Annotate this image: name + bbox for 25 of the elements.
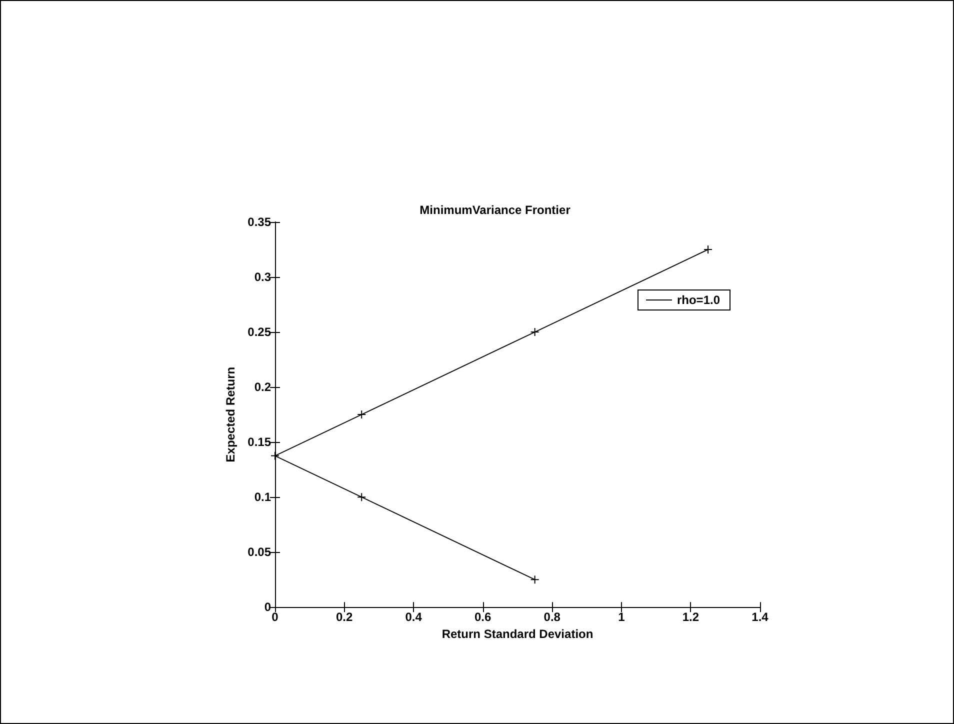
x-tick-label: 0.4 xyxy=(405,610,422,624)
y-tick-label: 0.15 xyxy=(248,435,272,450)
point xyxy=(530,575,540,584)
legend-label: rho=1.0 xyxy=(676,293,720,307)
y-tick-label: 0.3 xyxy=(254,270,272,284)
x-tick-label: 1 xyxy=(618,610,626,624)
y-axis-title: Expected Return xyxy=(224,366,238,462)
y-tick-label: 0 xyxy=(264,600,272,614)
point xyxy=(357,492,366,502)
y-tick-label: 0.1 xyxy=(254,490,272,504)
x-tick-label: 1.4 xyxy=(752,610,769,624)
y-tick-label: 0.25 xyxy=(248,325,272,340)
x-tick-label: 0.6 xyxy=(474,610,492,624)
point xyxy=(270,451,280,460)
point xyxy=(357,410,366,420)
chart-title: MinimumVariance Frontier xyxy=(420,203,571,217)
y-tick-label: 0.35 xyxy=(248,215,272,229)
x-tick-label: 0.2 xyxy=(336,610,353,624)
x-axis-title: Return Standard Deviation xyxy=(442,627,594,641)
x-tick-label: 0.8 xyxy=(544,610,561,624)
y-tick-label: 0.2 xyxy=(254,380,272,394)
y-tick-label: 0.05 xyxy=(248,545,272,560)
point xyxy=(530,328,540,337)
point xyxy=(704,245,713,254)
x-tick-label: 1.2 xyxy=(682,610,700,624)
